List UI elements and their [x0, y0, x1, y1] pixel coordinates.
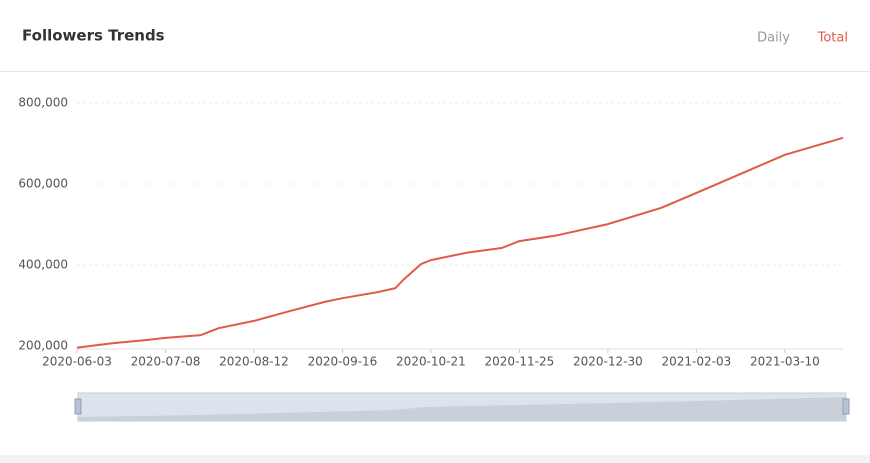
zoom-handle[interactable] — [74, 398, 82, 415]
x-tick-label: 2020-08-12 — [219, 355, 289, 369]
x-tick-label: 2020-10-21 — [396, 355, 466, 369]
zoom-handle[interactable] — [842, 398, 850, 415]
x-tick-label: 2021-03-10 — [750, 355, 820, 369]
x-tick-label: 2020-06-03 — [42, 355, 112, 369]
y-tick-label: 200,000 — [18, 339, 68, 353]
x-tick-label: 2020-12-30 — [573, 355, 643, 369]
y-tick-label: 400,000 — [18, 258, 68, 272]
series-line — [76, 136, 844, 349]
y-tick-label: 600,000 — [18, 177, 68, 191]
x-tick-label: 2020-07-08 — [131, 355, 201, 369]
x-tick-label: 2020-11-25 — [485, 355, 555, 369]
tab-total[interactable]: Total — [817, 31, 848, 46]
tab-daily[interactable]: Daily — [757, 31, 790, 46]
x-tick-label: 2021-02-03 — [661, 355, 731, 369]
y-tick-label: 800,000 — [18, 96, 68, 110]
zoom-preview — [78, 397, 846, 421]
chart-title: Followers Trends — [22, 27, 165, 45]
x-tick-label: 2020-09-16 — [308, 355, 378, 369]
footer-strip — [0, 455, 870, 463]
